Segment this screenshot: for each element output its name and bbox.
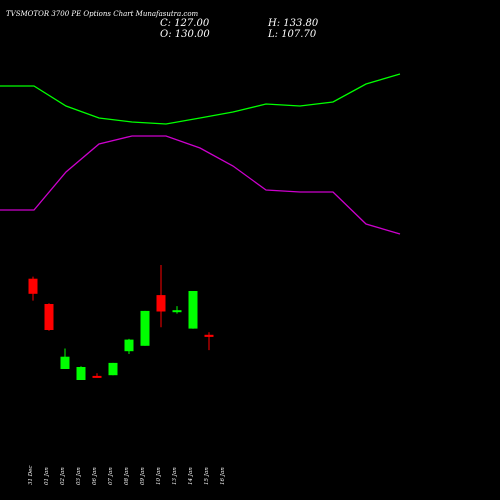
open-value: O: 130.00 — [160, 29, 210, 40]
x-tick-label: 10 Jan — [156, 467, 162, 485]
x-tick-label: 02 Jan — [60, 467, 66, 485]
high-value: H: 133.80 — [267, 18, 319, 29]
candle-06-jan — [92, 373, 102, 378]
candle-08-jan — [124, 338, 134, 354]
x-tick-label: 01 Jan — [44, 467, 50, 485]
candle-body — [76, 367, 86, 380]
x-tick-label: 15 Jan — [204, 467, 210, 485]
x-tick-label: 03 Jan — [76, 467, 82, 485]
candle-body — [188, 291, 198, 329]
candle-body — [108, 362, 118, 376]
candle-10-jan — [156, 265, 166, 328]
x-tick-label: 06 Jan — [92, 467, 98, 485]
candle-body — [124, 339, 134, 352]
lower-band-line — [0, 135, 401, 235]
candle-03-jan — [76, 366, 86, 380]
x-tick-label: 31 Dec — [28, 466, 34, 486]
x-tick-label: 08 Jan — [124, 467, 130, 485]
candle-body — [28, 278, 38, 294]
x-tick-label: 09 Jan — [140, 467, 146, 485]
close-value: C: 127.00 — [160, 18, 210, 29]
candle-09-jan — [140, 310, 150, 346]
candle-13-jan — [172, 306, 182, 314]
candle-body — [60, 356, 70, 369]
candle-15-jan — [204, 332, 214, 351]
low-value: L: 107.70 — [267, 29, 317, 40]
candle-body — [156, 295, 166, 312]
chart-title: TVSMOTOR 3700 PE Options Chart Munafasut… — [6, 10, 199, 18]
candle-body — [204, 334, 214, 337]
candle-31-dec — [28, 276, 38, 301]
upper-band-line — [0, 73, 401, 125]
x-tick-label: 14 Jan — [188, 467, 194, 485]
indicator-bands — [0, 73, 401, 235]
candle-body — [92, 375, 102, 378]
x-tick-label: 16 Jan — [220, 467, 226, 485]
candlestick-series — [28, 265, 214, 380]
candle-01-jan — [44, 303, 54, 331]
candle-body — [172, 310, 182, 313]
candle-02-jan — [60, 348, 70, 369]
candle-07-jan — [108, 362, 118, 376]
candle-body — [44, 304, 54, 330]
candle-14-jan — [188, 291, 198, 329]
x-axis-tick-labels: 31 Dec 01 Jan 02 Jan 03 Jan 06 Jan 07 Jan 08 J… — [28, 466, 226, 486]
candle-body — [140, 310, 150, 346]
x-tick-label: 13 Jan — [172, 467, 178, 485]
x-tick-label: 07 Jan — [108, 467, 114, 485]
